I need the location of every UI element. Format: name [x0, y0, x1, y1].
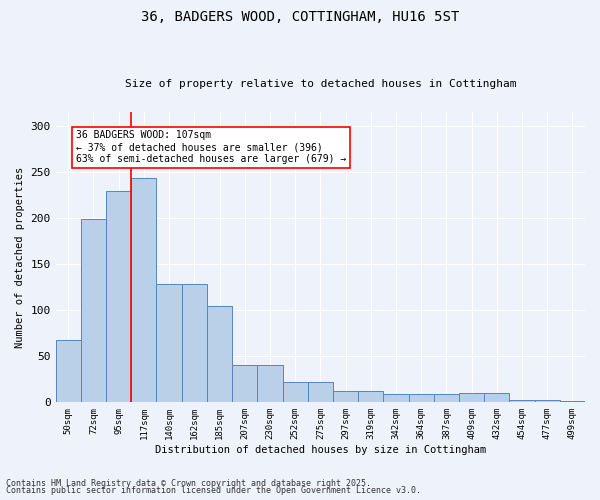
Bar: [232, 366, 257, 403]
Bar: [56, 340, 81, 402]
Bar: [257, 366, 283, 403]
Bar: [207, 306, 232, 402]
Bar: [535, 400, 560, 402]
Title: Size of property relative to detached houses in Cottingham: Size of property relative to detached ho…: [125, 79, 516, 89]
Bar: [157, 284, 182, 403]
Bar: [484, 393, 509, 402]
Bar: [459, 393, 484, 402]
Bar: [106, 192, 131, 402]
Bar: [283, 382, 308, 402]
Bar: [409, 394, 434, 402]
Text: Contains HM Land Registry data © Crown copyright and database right 2025.: Contains HM Land Registry data © Crown c…: [6, 478, 371, 488]
Bar: [182, 284, 207, 403]
Y-axis label: Number of detached properties: Number of detached properties: [15, 166, 25, 348]
Bar: [333, 392, 358, 402]
Text: 36, BADGERS WOOD, COTTINGHAM, HU16 5ST: 36, BADGERS WOOD, COTTINGHAM, HU16 5ST: [141, 10, 459, 24]
Bar: [308, 382, 333, 402]
Bar: [131, 178, 157, 402]
Text: 36 BADGERS WOOD: 107sqm
← 37% of detached houses are smaller (396)
63% of semi-d: 36 BADGERS WOOD: 107sqm ← 37% of detache…: [76, 130, 346, 164]
Bar: [509, 400, 535, 402]
Bar: [81, 219, 106, 402]
Text: Contains public sector information licensed under the Open Government Licence v3: Contains public sector information licen…: [6, 486, 421, 495]
X-axis label: Distribution of detached houses by size in Cottingham: Distribution of detached houses by size …: [155, 445, 486, 455]
Bar: [383, 394, 409, 402]
Bar: [358, 392, 383, 402]
Bar: [434, 394, 459, 402]
